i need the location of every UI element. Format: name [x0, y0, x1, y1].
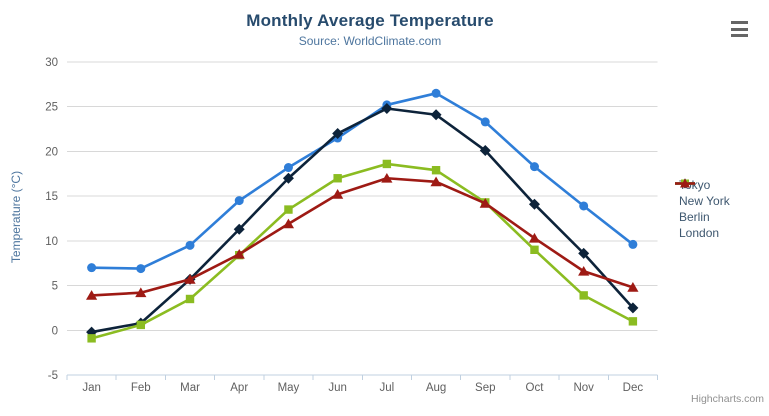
data-point[interactable] — [87, 334, 96, 343]
data-point[interactable] — [628, 239, 638, 249]
data-point[interactable] — [528, 232, 541, 243]
data-point[interactable] — [382, 159, 392, 169]
data-point[interactable] — [529, 162, 539, 172]
series-line-london[interactable] — [90, 176, 635, 297]
hamburger-menu-icon — [731, 21, 748, 24]
y-axis-tick-label: 10 — [45, 236, 58, 248]
legend: Tokyo New York Berlin London — [674, 177, 730, 241]
legend-label: Berlin — [679, 210, 710, 224]
legend-label: New York — [679, 194, 730, 208]
x-axis-tick-label: May — [278, 382, 300, 394]
y-axis-tick-label: 0 — [52, 325, 58, 337]
data-point[interactable] — [627, 302, 639, 314]
legend-item-london[interactable]: London — [674, 178, 730, 241]
data-point[interactable] — [480, 117, 490, 127]
data-point[interactable] — [381, 103, 393, 115]
data-point[interactable] — [430, 176, 442, 187]
legend-item-berlin[interactable]: Berlin — [674, 179, 730, 225]
data-point[interactable] — [431, 88, 441, 98]
x-axis-tick-label: Dec — [623, 382, 644, 394]
export-menu-button[interactable] — [731, 20, 749, 38]
data-point[interactable] — [185, 294, 195, 304]
y-axis-tick-label: 20 — [45, 146, 58, 158]
data-point[interactable] — [578, 247, 590, 259]
x-axis-tick-label: Mar — [180, 382, 200, 394]
x-axis-tick-label: Aug — [426, 382, 446, 394]
data-point[interactable] — [430, 109, 442, 121]
x-axis-tick-label: Feb — [131, 382, 151, 394]
y-axis-tick-label: 5 — [52, 281, 58, 293]
data-point[interactable] — [136, 264, 146, 274]
x-axis-tick-label: Apr — [230, 382, 248, 394]
y-axis-tick-label: 30 — [45, 57, 58, 69]
data-point[interactable] — [579, 201, 589, 211]
data-point[interactable] — [628, 317, 638, 326]
data-point[interactable] — [332, 189, 344, 199]
data-point[interactable] — [479, 145, 491, 157]
x-axis-tick-label: Sep — [475, 382, 495, 394]
y-axis-tick-label: 15 — [45, 191, 58, 203]
data-point[interactable] — [530, 245, 539, 254]
data-point[interactable] — [333, 174, 342, 183]
data-point[interactable] — [283, 163, 293, 173]
data-point[interactable] — [185, 240, 195, 250]
data-point[interactable] — [136, 320, 146, 330]
chart-title: Monthly Average Temperature — [246, 11, 494, 30]
data-point[interactable] — [184, 274, 196, 284]
data-point[interactable] — [135, 287, 147, 298]
x-axis-tick-label: Oct — [526, 382, 545, 394]
data-point[interactable] — [234, 196, 244, 206]
data-point[interactable] — [284, 205, 293, 214]
data-point[interactable] — [431, 166, 441, 175]
data-point[interactable] — [233, 223, 245, 235]
credits-link[interactable]: Highcharts.com — [691, 393, 764, 405]
y-axis-tick-label: -5 — [48, 370, 58, 382]
data-point[interactable] — [479, 197, 491, 208]
data-point[interactable] — [627, 282, 639, 292]
chart-subtitle: Source: WorldClimate.com — [298, 34, 442, 48]
x-axis-tick-label: Jul — [380, 382, 395, 394]
legend-item-new-york[interactable]: New York — [674, 178, 730, 209]
y-axis-title: Temperature (°C) — [9, 170, 23, 264]
y-axis-tick-label: 25 — [45, 102, 58, 114]
data-point[interactable] — [381, 172, 393, 183]
data-point[interactable] — [87, 263, 97, 273]
x-axis-tick-label: Jan — [82, 382, 101, 394]
legend-label: London — [679, 226, 720, 240]
series-line-new-york[interactable] — [90, 107, 635, 334]
data-point[interactable] — [233, 248, 245, 259]
legend-marker-triangle-icon — [675, 178, 695, 188]
data-point[interactable] — [282, 218, 295, 229]
data-point[interactable] — [282, 172, 294, 184]
data-point[interactable] — [86, 290, 98, 300]
x-axis-tick-label: Jun — [328, 382, 347, 394]
data-point[interactable] — [332, 128, 344, 140]
data-point[interactable] — [579, 291, 588, 300]
data-point[interactable] — [578, 265, 590, 276]
data-point[interactable] — [528, 198, 540, 210]
x-axis-tick-label: Nov — [573, 382, 594, 394]
series-line-berlin[interactable] — [90, 162, 635, 340]
